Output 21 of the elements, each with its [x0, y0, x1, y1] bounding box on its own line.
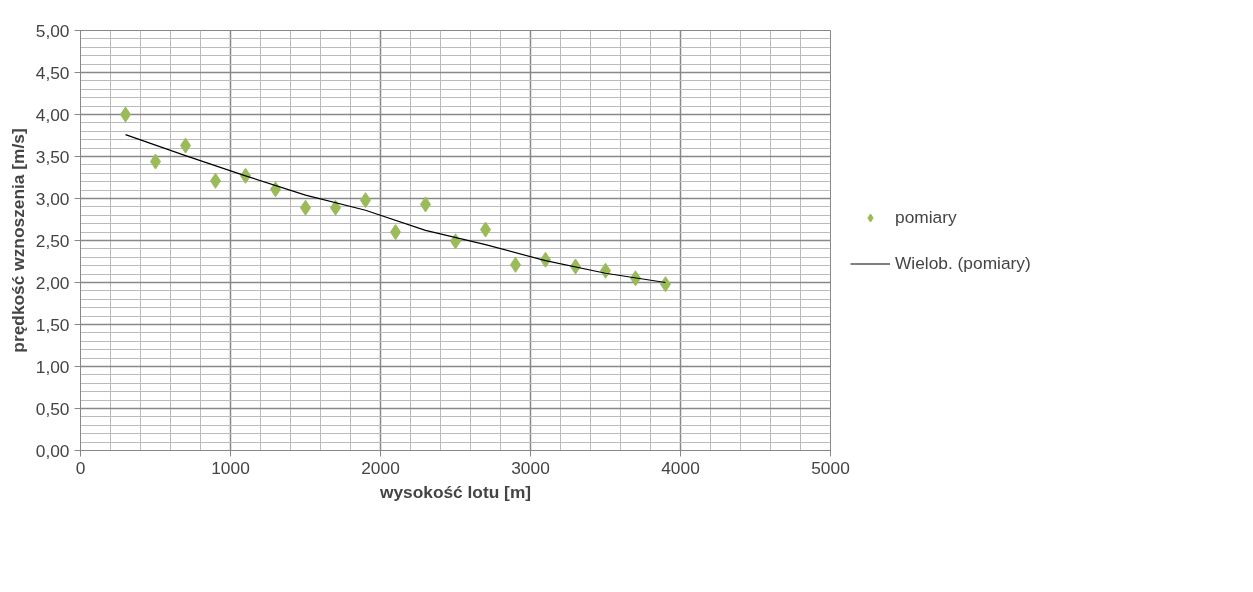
y-axis-title: prędkość wznoszenia [m/s] [7, 128, 28, 353]
y-tick-label: 0,00 [35, 440, 70, 461]
legend-label: Wielob. (pomiary) [895, 252, 1031, 274]
y-tick-label: 1,50 [35, 314, 70, 335]
x-tick-label: 2000 [361, 457, 400, 478]
y-tick-label: 4,00 [35, 104, 70, 125]
x-tick-label: 4000 [661, 457, 700, 478]
y-tick-label: 4,50 [35, 62, 70, 83]
y-tick-label: 2,00 [35, 272, 70, 293]
y-tick-label: 5,00 [35, 20, 70, 41]
y-tick-label: 3,50 [35, 146, 70, 167]
y-tick-label: 3,00 [35, 188, 70, 209]
y-tick-label: 1,00 [35, 356, 70, 377]
legend-label: pomiary [895, 206, 957, 228]
x-axis-title: wysokość lotu [m] [378, 481, 532, 502]
x-tick-label: 3000 [511, 457, 550, 478]
x-tick-label: 1000 [211, 457, 250, 478]
x-tick-label: 5000 [811, 457, 850, 478]
x-tick-label: 0 [75, 457, 86, 478]
y-tick-label: 0,50 [35, 398, 70, 419]
y-tick-label: 2,50 [35, 230, 70, 251]
